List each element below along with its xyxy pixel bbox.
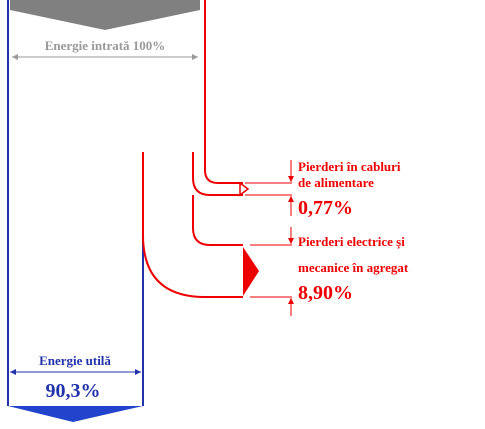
input-arrow	[10, 0, 200, 30]
loss-label: Pierderi electrice și	[298, 234, 405, 250]
input-label: Energie intrată 100%	[45, 38, 166, 53]
loss-label: mecanice în agregat	[298, 260, 409, 275]
loss-label: Pierderi în cabluri	[298, 159, 401, 174]
loss-markers	[245, 160, 294, 316]
output-label: Energie utilă	[39, 353, 111, 368]
output-arrow	[8, 406, 143, 422]
loss-label: de alimentare	[298, 175, 374, 190]
loss-flows	[142, 0, 243, 298]
output-value: 90,3%	[46, 380, 101, 402]
loss-arrow	[239, 181, 250, 197]
loss-value: 0,77%	[298, 197, 353, 219]
loss-value: 8,90%	[298, 282, 353, 304]
loss-arrow	[243, 247, 259, 296]
